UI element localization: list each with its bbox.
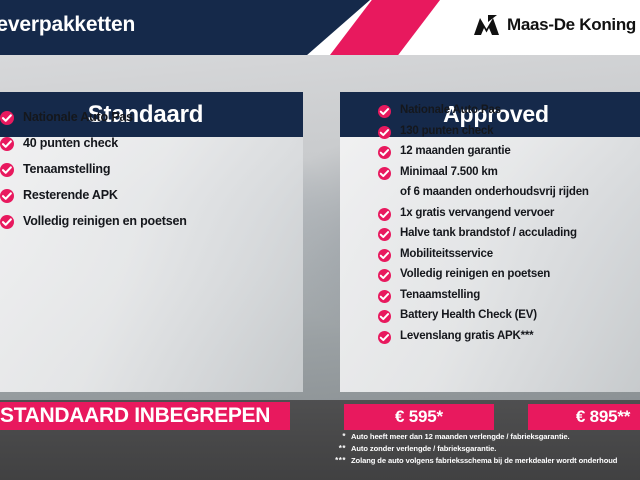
footnote-text: Zolang de auto volgens fabrieksschema bi… xyxy=(351,456,618,465)
header-navy-shape xyxy=(0,0,370,55)
feature-item: Battery Health Check (EV) xyxy=(378,309,589,323)
feature-label: Tenaamstelling xyxy=(23,162,111,176)
footnote-text: Auto zonder verlengde / fabrieksgarantie… xyxy=(351,444,497,453)
feature-item: Mobiliteitsservice xyxy=(378,248,589,262)
check-circle-icon xyxy=(378,269,391,282)
standaard-included-label: STANDAARD INBEGREPEN xyxy=(0,404,271,427)
feature-item: Volledig reinigen en poetsen xyxy=(378,268,589,282)
feature-label: Volledig reinigen en poetsen xyxy=(23,214,187,228)
feature-label: Halve tank brandstof / acculading xyxy=(400,227,577,239)
footnote-marker: * xyxy=(342,432,346,441)
feature-label: Battery Health Check (EV) xyxy=(400,309,537,321)
check-circle-icon xyxy=(378,248,391,262)
check-circle-icon xyxy=(0,137,14,151)
feature-item: Levenslang gratis APK*** xyxy=(378,330,589,344)
maas-de-koning-m-logo-icon xyxy=(474,15,500,35)
feature-item: 40 punten check xyxy=(0,136,187,151)
footnotes: * Auto heeft meer dan 12 maanden verlengd… xyxy=(320,432,640,468)
feature-item: Tenaamstelling xyxy=(0,162,187,177)
feature-item: 1x gratis vervangend vervoer xyxy=(378,207,589,221)
check-circle-icon xyxy=(378,228,391,241)
package-body-standaard: Nationale Auto Pas 40 punten check Tenaams… xyxy=(0,110,303,392)
footnote-item: * Auto heeft meer dan 12 maanden verlengd… xyxy=(320,432,640,441)
feature-label: Nationale Auto Pas xyxy=(23,110,133,124)
feature-label: Mobiliteitsservice xyxy=(400,247,493,260)
feature-label: of 6 maanden onderhoudsvrij rijden xyxy=(400,186,589,198)
package-body-approved: Nationale Auto Pas 130 punten check 12 maa… xyxy=(340,104,640,392)
feature-item: Minimaal 7.500 km xyxy=(378,166,589,180)
check-circle-icon xyxy=(0,215,14,229)
package-title-approved: Approved xyxy=(443,101,549,127)
check-circle-icon xyxy=(378,105,391,118)
feature-label: Tenaamstelling xyxy=(400,288,481,301)
footnote-marker: *** xyxy=(335,456,346,465)
check-circle-icon xyxy=(378,125,391,139)
check-circle-icon xyxy=(378,289,391,303)
check-circle-icon xyxy=(378,146,391,159)
feature-label: 130 punten check xyxy=(400,124,494,137)
feature-label: Resterende APK xyxy=(23,188,118,202)
page-header: fleverpakketten Maas-De Koning xyxy=(0,0,640,55)
feature-label: 12 maanden garantie xyxy=(400,145,511,157)
feature-label: Levenslang gratis APK*** xyxy=(400,329,534,342)
feature-item: Halve tank brandstof / acculading xyxy=(378,227,589,241)
check-circle-icon xyxy=(378,166,391,180)
check-circle-icon xyxy=(378,330,391,344)
feature-item: Nationale Auto Pas xyxy=(378,104,589,118)
feature-item: Volledig reinigen en poetsen xyxy=(0,214,187,229)
feature-item: Nationale Auto Pas xyxy=(0,110,187,125)
feature-item: 130 punten check xyxy=(378,125,589,139)
footnote-marker: ** xyxy=(338,444,346,453)
price-bar-895: € 895** xyxy=(528,404,640,430)
package-card-standaard: Standaard Nationale Auto Pas 40 punten ch… xyxy=(0,92,303,392)
check-circle-icon xyxy=(0,111,14,125)
check-circle-icon xyxy=(0,163,14,177)
feature-list-standaard: Nationale Auto Pas 40 punten check Tenaams… xyxy=(0,110,187,240)
price-label-895: € 895** xyxy=(575,407,631,426)
feature-label: 40 punten check xyxy=(23,136,118,150)
brand-logo: Maas-De Koning xyxy=(473,14,636,36)
check-circle-icon xyxy=(0,189,14,203)
feature-label: Minimaal 7.500 km xyxy=(400,165,498,178)
package-header-standaard: Standaard xyxy=(0,92,303,137)
standaard-included-bar: STANDAARD INBEGREPEN xyxy=(0,402,290,430)
feature-list-approved: Nationale Auto Pas 130 punten check 12 maa… xyxy=(378,104,589,350)
price-label-595: € 595* xyxy=(395,407,443,426)
price-bar-595: € 595* xyxy=(344,404,494,430)
check-circle-icon xyxy=(378,207,391,221)
footnote-item: *** Zolang de auto volgens fabrieksschema… xyxy=(320,456,640,465)
page-title: fleverpakketten xyxy=(0,13,136,36)
feature-label: Volledig reinigen en poetsen xyxy=(400,268,551,280)
package-title-standaard: Standaard xyxy=(87,100,204,128)
package-card-approved: Approved Nationale Auto Pas 130 punten ch… xyxy=(340,92,640,392)
footnote-item: ** Auto zonder verlengde / fabrieksgarant… xyxy=(320,444,640,453)
feature-item: of 6 maanden onderhoudsvrij rijden xyxy=(378,186,589,200)
feature-label: 1x gratis vervangend vervoer xyxy=(400,206,555,219)
feature-item: 12 maanden garantie xyxy=(378,145,589,159)
feature-item: Resterende APK xyxy=(0,188,187,203)
check-circle-icon xyxy=(378,310,391,323)
feature-item: Tenaamstelling xyxy=(378,289,589,303)
brand-name: Maas-De Koning xyxy=(507,15,636,34)
feature-label: Nationale Auto Pas xyxy=(400,104,501,116)
footnote-text: Auto heeft meer dan 12 maanden verlengde… xyxy=(351,432,570,441)
